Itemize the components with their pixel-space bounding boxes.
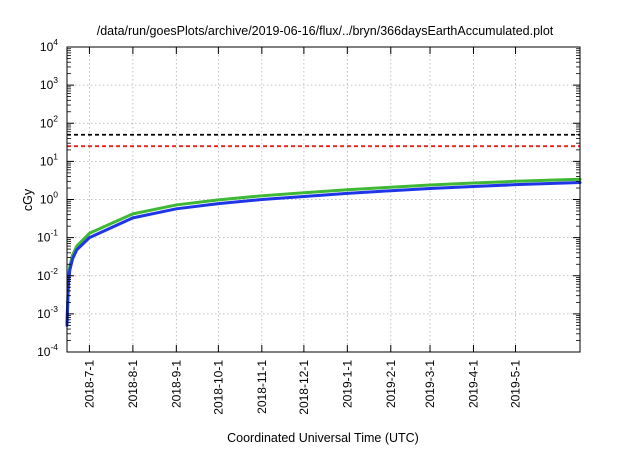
y-axis-label: cGy (21, 188, 35, 211)
chart-title: /data/run/goesPlots/archive/2019-06-16/f… (97, 24, 554, 38)
x-tick-label: 2019-3-1 (423, 360, 437, 408)
y-tick-label: 104 (40, 37, 58, 54)
reference-lines (67, 133, 580, 148)
ticks-layer (67, 46, 580, 353)
x-axis-label: Coordinated Universal Time (UTC) (227, 431, 419, 445)
y-tick-label: 103 (40, 75, 58, 92)
x-tick-label: 2018-10-1 (211, 360, 225, 415)
series-layer (65, 177, 582, 327)
y-tick-label: 102 (40, 113, 58, 130)
x-tick-label: 2019-1-1 (340, 360, 354, 408)
x-tick-label: 2019-4-1 (466, 360, 480, 408)
x-tick-label: 2018-12-1 (297, 360, 311, 415)
grid-layer (67, 47, 580, 352)
x-tick-label: 2018-7-1 (82, 360, 96, 408)
x-tick-label: 2019-5-1 (509, 360, 523, 408)
y-tick-label: 10-2 (37, 266, 58, 283)
y-tick-label: 10-1 (37, 228, 58, 245)
series-line (65, 177, 582, 324)
x-tick-labels: 2018-7-1 2018-8-1 2018-9-1 2018-10-1 2018-11… (82, 360, 522, 415)
x-tick-label: 2019-2-1 (384, 360, 398, 408)
y-tick-label: 101 (40, 151, 58, 168)
x-tick-label: 2018-11-1 (255, 360, 269, 414)
series-line (65, 180, 582, 327)
y-tick-label: 10-4 (37, 342, 58, 359)
y-tick-label: 100 (40, 190, 58, 207)
x-tick-label: 2018-8-1 (126, 360, 140, 408)
x-tick-label: 2018-9-1 (169, 360, 183, 408)
y-tick-labels: 10-4 10-3 10-2 10-1 100 101 102 103 104 (37, 37, 58, 359)
y-tick-label: 10-3 (37, 304, 58, 321)
